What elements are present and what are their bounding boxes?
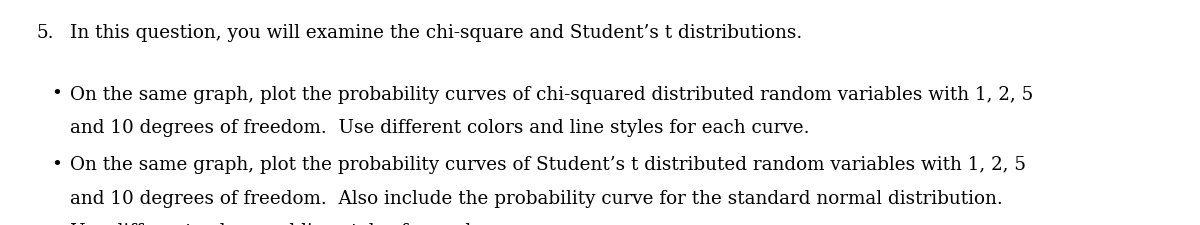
Text: •: • xyxy=(52,156,62,174)
Text: 5.: 5. xyxy=(36,24,54,42)
Text: On the same graph, plot the probability curves of chi-squared distributed random: On the same graph, plot the probability … xyxy=(70,86,1033,104)
Text: and 10 degrees of freedom.  Use different colors and line styles for each curve.: and 10 degrees of freedom. Use different… xyxy=(70,119,809,137)
Text: On the same graph, plot the probability curves of Student’s t distributed random: On the same graph, plot the probability … xyxy=(70,156,1026,174)
Text: Use different colors and line styles for each curve.: Use different colors and line styles for… xyxy=(70,223,541,225)
Text: •: • xyxy=(52,86,62,104)
Text: and 10 degrees of freedom.  Also include the probability curve for the standard : and 10 degrees of freedom. Also include … xyxy=(70,190,1002,208)
Text: In this question, you will examine the chi-square and Student’s t distributions.: In this question, you will examine the c… xyxy=(70,24,802,42)
